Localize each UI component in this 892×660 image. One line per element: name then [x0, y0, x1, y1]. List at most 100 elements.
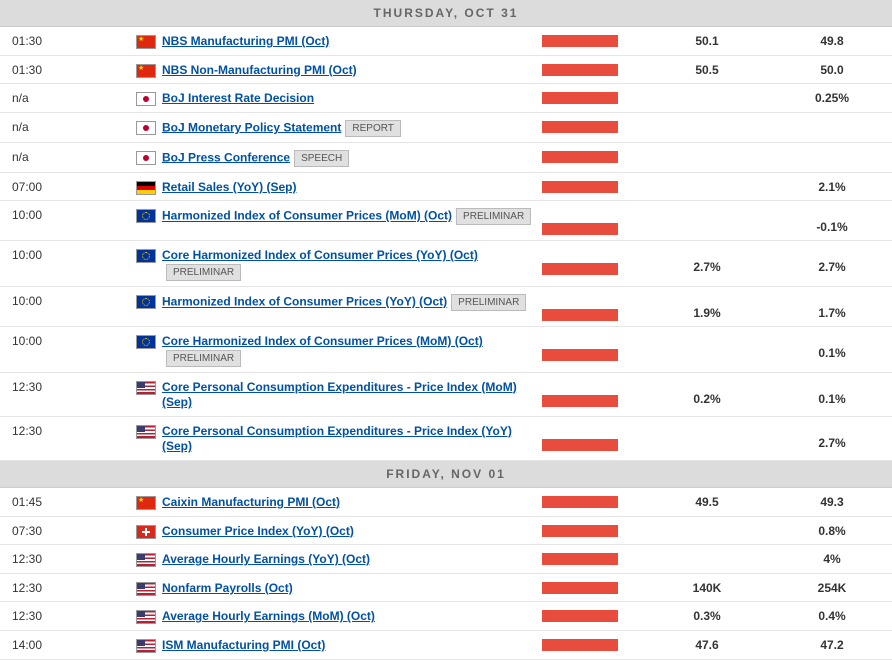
forecast-value: 140K [642, 579, 772, 595]
impact-cell [542, 118, 642, 133]
event-link[interactable]: Core Harmonized Index of Consumer Prices… [162, 334, 483, 348]
event-time: 12:30 [0, 422, 130, 438]
calendar-row: 12:30Average Hourly Earnings (YoY) (Oct)… [0, 545, 892, 574]
event-time: 07:00 [0, 178, 130, 194]
forecast-value: 50.5 [642, 61, 772, 77]
flag-cell [130, 118, 162, 135]
previous-value: 4% [772, 550, 892, 566]
calendar-row: 12:30 Nonfarm Payrolls (Oct) 140K254K [0, 574, 892, 603]
impact-bar-icon [542, 64, 618, 76]
flag-cell [130, 422, 162, 439]
impact-cell [542, 493, 642, 508]
calendar-row: 01:30NBS Manufacturing PMI (Oct)50.149.8 [0, 27, 892, 56]
event-cell: Nonfarm Payrolls (Oct) [162, 579, 542, 597]
event-link[interactable]: BoJ Press Conference [162, 150, 290, 164]
calendar-row: 07:00Retail Sales (YoY) (Sep)2.1% [0, 173, 892, 202]
forecast-value [642, 550, 772, 552]
event-time: n/a [0, 89, 130, 105]
flag-cell [130, 61, 162, 78]
calendar-row: 01:30NBS Non-Manufacturing PMI (Oct)50.5… [0, 56, 892, 85]
event-cell: ISM Manufacturing PMI (Oct) [162, 636, 542, 654]
event-link[interactable]: Retail Sales (YoY) (Sep) [162, 180, 296, 194]
flag-cell [130, 579, 162, 596]
flag-cell [130, 332, 162, 349]
de-flag-icon [136, 181, 156, 195]
event-time: 07:30 [0, 522, 130, 538]
day-header: FRIDAY, NOV 01 [0, 461, 892, 488]
flag-cell [130, 292, 162, 309]
event-link[interactable]: Core Personal Consumption Expenditures -… [162, 380, 517, 410]
event-cell: Core Personal Consumption Expenditures -… [162, 378, 542, 411]
eu-flag-icon [136, 335, 156, 349]
impact-bar-icon [542, 263, 618, 275]
event-cell: BoJ Monetary Policy Statement REPORT [162, 118, 542, 137]
forecast-value [642, 422, 772, 436]
previous-value: 50.0 [772, 61, 892, 77]
event-cell: Retail Sales (YoY) (Sep) [162, 178, 542, 196]
event-time: 10:00 [0, 246, 130, 262]
forecast-value: 50.1 [642, 32, 772, 48]
impact-cell [542, 636, 642, 651]
event-badge: SPEECH [294, 150, 349, 167]
event-cell: Average Hourly Earnings (MoM) (Oct) [162, 607, 542, 625]
impact-bar-icon [542, 496, 618, 508]
jp-flag-icon [136, 92, 156, 106]
event-link[interactable]: Average Hourly Earnings (MoM) (Oct) [162, 609, 375, 623]
impact-bar-icon [542, 349, 618, 361]
event-link[interactable]: Core Harmonized Index of Consumer Prices… [162, 248, 478, 262]
flag-cell [130, 89, 162, 106]
flag-cell [130, 378, 162, 395]
us-flag-icon [136, 582, 156, 596]
event-link[interactable]: Harmonized Index of Consumer Prices (YoY… [162, 295, 447, 309]
impact-bar-icon [542, 553, 618, 565]
event-cell: Average Hourly Earnings (YoY) (Oct) [162, 550, 542, 568]
previous-value [772, 118, 892, 120]
impact-cell [542, 422, 642, 437]
event-link[interactable]: Core Personal Consumption Expenditures -… [162, 424, 512, 454]
calendar-row: 10:00 Core Harmonized Index of Consumer P… [0, 327, 892, 373]
event-link[interactable]: Average Hourly Earnings (YoY) (Oct) [162, 552, 370, 566]
event-badge: PRELIMINAR [451, 294, 526, 311]
event-link[interactable]: Consumer Price Index (YoY) (Oct) [162, 524, 354, 538]
event-cell: BoJ Interest Rate Decision [162, 89, 542, 107]
impact-bar-icon [542, 639, 618, 651]
event-link[interactable]: Harmonized Index of Consumer Prices (MoM… [162, 209, 452, 223]
ch-flag-icon [136, 525, 156, 539]
calendar-row: 12:30Core Personal Consumption Expenditu… [0, 373, 892, 417]
event-time: 12:30 [0, 579, 130, 595]
impact-cell [542, 550, 642, 565]
previous-value: 49.3 [772, 493, 892, 509]
event-link[interactable]: ISM Manufacturing PMI (Oct) [162, 638, 325, 652]
impact-bar-icon [542, 223, 618, 235]
event-link[interactable]: BoJ Interest Rate Decision [162, 91, 314, 105]
event-link[interactable]: Nonfarm Payrolls (Oct) [162, 581, 293, 595]
calendar-row: 12:30 Core Personal Consumption Expenditu… [0, 417, 892, 461]
event-badge: REPORT [345, 120, 401, 137]
eu-flag-icon [136, 295, 156, 309]
flag-cell [130, 246, 162, 263]
us-flag-icon [136, 610, 156, 624]
economic-calendar: THURSDAY, OCT 3101:30NBS Manufacturing P… [0, 0, 892, 660]
impact-bar-icon [542, 92, 618, 104]
previous-value: 254K [772, 579, 892, 595]
previous-value: 49.8 [772, 32, 892, 48]
event-cell: NBS Non-Manufacturing PMI (Oct) [162, 61, 542, 79]
day-header: THURSDAY, OCT 31 [0, 0, 892, 27]
event-link[interactable]: NBS Manufacturing PMI (Oct) [162, 34, 329, 48]
event-time: n/a [0, 148, 130, 164]
flag-cell [130, 178, 162, 195]
event-badge: PRELIMINAR [166, 350, 241, 367]
flag-cell [130, 493, 162, 510]
event-link[interactable]: BoJ Monetary Policy Statement [162, 120, 341, 134]
flag-cell [130, 636, 162, 653]
event-link[interactable]: NBS Non-Manufacturing PMI (Oct) [162, 63, 357, 77]
event-link[interactable]: Caixin Manufacturing PMI (Oct) [162, 495, 340, 509]
impact-bar-icon [542, 121, 618, 133]
previous-value: 2.7% [772, 246, 892, 274]
event-time: 10:00 [0, 332, 130, 348]
forecast-value [642, 118, 772, 120]
previous-value: 2.7% [772, 422, 892, 450]
flag-cell [130, 607, 162, 624]
eu-flag-icon [136, 209, 156, 223]
flag-cell [130, 32, 162, 49]
